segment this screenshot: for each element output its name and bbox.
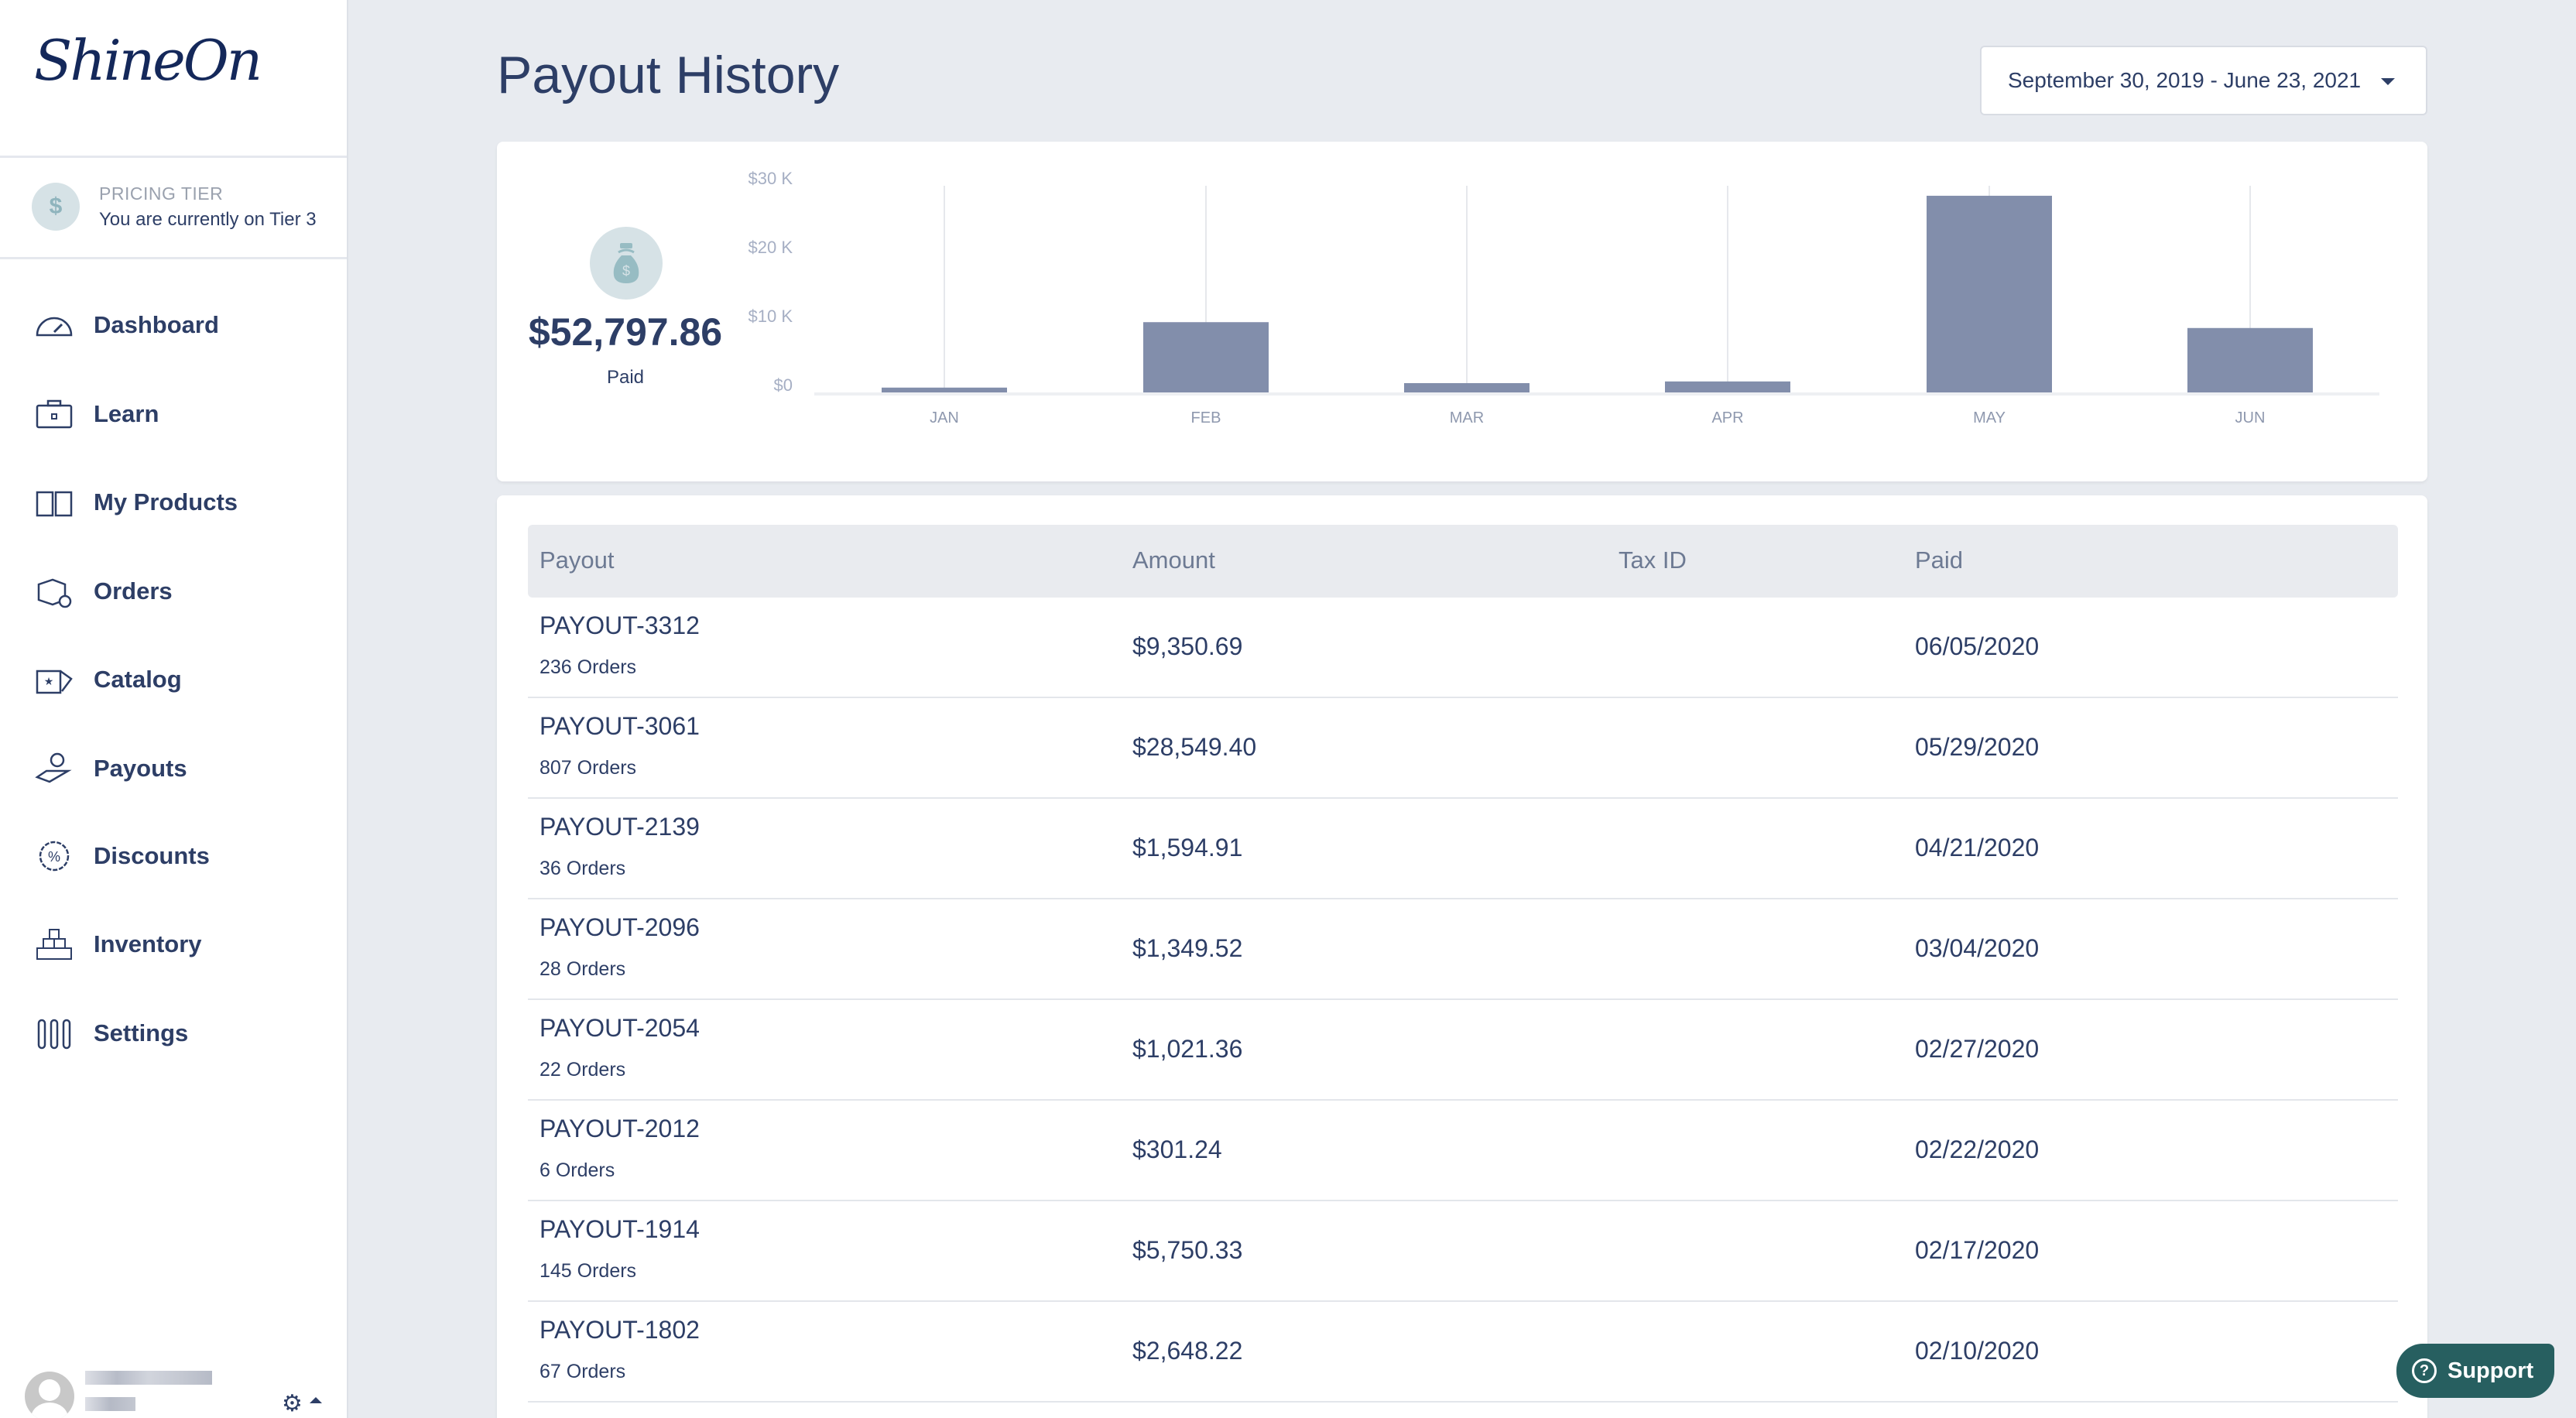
table-row[interactable]: PAYOUT-2012 6 Orders $301.24 02/22/2020 [528, 1101, 2398, 1201]
date-range-picker[interactable]: September 30, 2019 - June 23, 2021 [1980, 46, 2427, 115]
payout-amount: $1,349.52 [1132, 934, 1243, 962]
sidebar-item-label: Catalog [94, 666, 182, 693]
order-count: 145 Orders [540, 1260, 637, 1282]
speedometer-icon [36, 317, 73, 337]
header-payout[interactable]: Payout [540, 546, 615, 574]
payout-amount: $1,594.91 [1132, 834, 1243, 861]
sidebar-item-label: Learn [94, 400, 159, 427]
paid-date: 06/05/2020 [1915, 632, 2040, 660]
sidebar: ShineOn $ PRICING TIER You are currently… [0, 0, 348, 1418]
sidebar-item-label: Payouts [94, 755, 187, 782]
header-paid[interactable]: Paid [1915, 546, 1964, 574]
sidebar-item-discounts[interactable]: % Discounts [34, 833, 210, 879]
svg-text:$: $ [622, 263, 630, 279]
payout-amount: $9,350.69 [1132, 632, 1243, 660]
pricing-tier-text: You are currently on Tier 3 [99, 209, 317, 230]
order-count: 6 Orders [540, 1159, 615, 1181]
hand-coin-icon [35, 752, 72, 783]
svg-text:★: ★ [44, 675, 54, 687]
discount-badge-icon: % [39, 841, 70, 872]
sidebar-item-label: My Products [94, 488, 238, 515]
payout-amount: $28,549.40 [1132, 733, 1257, 761]
payout-id[interactable]: PAYOUT-2054 [540, 1014, 700, 1042]
order-count: 22 Orders [540, 1059, 626, 1081]
sidebar-item-label: Discounts [94, 842, 210, 869]
table-row[interactable]: PAYOUT-3061 807 Orders $28,549.40 05/29/… [528, 698, 2398, 799]
payout-id[interactable]: PAYOUT-1914 [540, 1215, 700, 1243]
header-tax-id[interactable]: Tax ID [1619, 546, 1687, 574]
support-label: Support [2448, 1358, 2534, 1383]
paid-date: 02/22/2020 [1915, 1135, 2040, 1163]
table-row[interactable]: PAYOUT-2139 36 Orders $1,594.91 04/21/20… [528, 799, 2398, 899]
header-amount[interactable]: Amount [1132, 546, 1215, 574]
table-row[interactable]: PAYOUT-2054 22 Orders $1,021.36 02/27/20… [528, 1000, 2398, 1101]
briefcase-icon [36, 399, 73, 429]
caret-up-icon[interactable] [310, 1397, 322, 1403]
sidebar-item-label: Settings [94, 1019, 189, 1046]
chart-card [497, 142, 2427, 481]
svg-text:%: % [48, 849, 60, 865]
order-count: 807 Orders [540, 757, 637, 779]
total-paid-amount: $52,797.86 [528, 310, 723, 354]
order-count: 67 Orders [540, 1361, 626, 1382]
paid-date: 02/17/2020 [1915, 1236, 2040, 1264]
payout-id[interactable]: PAYOUT-2096 [540, 913, 700, 941]
payout-amount: $1,021.36 [1132, 1035, 1243, 1063]
stacked-boxes-icon [36, 929, 72, 960]
payout-id[interactable]: PAYOUT-2012 [540, 1115, 700, 1142]
sidebar-item-dashboard[interactable]: Dashboard [34, 302, 219, 348]
order-count: 36 Orders [540, 858, 626, 879]
table-row[interactable]: PAYOUT-2096 28 Orders $1,349.52 03/04/20… [528, 899, 2398, 1000]
paid-date: 04/21/2020 [1915, 834, 2040, 861]
sidebar-item-learn[interactable]: Learn [34, 391, 159, 437]
sidebar-item-label: Orders [94, 577, 173, 605]
paid-date: 03/04/2020 [1915, 934, 2040, 962]
sidebar-item-label: Dashboard [94, 311, 219, 338]
payout-amount: $301.24 [1132, 1135, 1222, 1163]
sidebar-item-settings[interactable]: Settings [34, 1010, 188, 1057]
table-header [528, 525, 2398, 598]
sidebar-item-payouts[interactable]: Payouts [34, 745, 187, 792]
order-count: 236 Orders [540, 656, 637, 678]
divider [0, 156, 347, 158]
sliders-icon [37, 1019, 71, 1050]
catalog-icon: ★ [36, 670, 73, 694]
shineon-logo[interactable]: ShineOn [34, 28, 262, 93]
sidebar-item-my-products[interactable]: My Products [34, 479, 238, 526]
payout-id[interactable]: PAYOUT-1802 [540, 1316, 700, 1344]
divider [0, 257, 347, 259]
payout-amount: $2,648.22 [1132, 1337, 1243, 1365]
payout-table-card [497, 495, 2427, 1418]
payout-id[interactable]: PAYOUT-2139 [540, 813, 700, 841]
gear-icon[interactable]: ⚙ [282, 1391, 303, 1416]
sidebar-item-label: Inventory [94, 930, 202, 957]
pricing-tier-label: PRICING TIER [99, 183, 224, 204]
page-title: Payout History [497, 46, 840, 104]
money-bag-icon: $ [590, 227, 663, 300]
payout-id[interactable]: PAYOUT-3061 [540, 712, 700, 740]
payout-id[interactable]: PAYOUT-3312 [540, 611, 700, 639]
user-avatar[interactable] [25, 1372, 74, 1418]
total-paid-label: Paid [606, 367, 645, 388]
table-row[interactable]: PAYOUT-1802 67 Orders $2,648.22 02/10/20… [528, 1302, 2398, 1403]
order-count: 28 Orders [540, 958, 626, 980]
paid-date: 02/27/2020 [1915, 1035, 2040, 1063]
sidebar-item-orders[interactable]: Orders [34, 568, 173, 615]
book-icon [36, 491, 73, 517]
user-name-redacted [85, 1371, 212, 1385]
table-row[interactable]: PAYOUT-3312 236 Orders $9,350.69 06/05/2… [528, 598, 2398, 698]
paid-date: 05/29/2020 [1915, 733, 2040, 761]
chevron-down-icon [2381, 78, 2395, 85]
user-email-redacted [85, 1397, 135, 1411]
payout-amount: $5,750.33 [1132, 1236, 1243, 1264]
box-icon [37, 578, 72, 608]
sidebar-item-catalog[interactable]: ★ Catalog [34, 656, 182, 703]
table-row[interactable]: PAYOUT-1914 145 Orders $5,750.33 02/17/2… [528, 1201, 2398, 1302]
support-button[interactable]: ? Support [2396, 1344, 2554, 1398]
question-circle-icon: ? [2412, 1358, 2437, 1383]
paid-date: 02/10/2020 [1915, 1337, 2040, 1365]
date-range-value: September 30, 2019 - June 23, 2021 [2008, 68, 2362, 92]
price-tag-icon: $ [32, 183, 80, 231]
sidebar-item-inventory[interactable]: Inventory [34, 921, 202, 968]
